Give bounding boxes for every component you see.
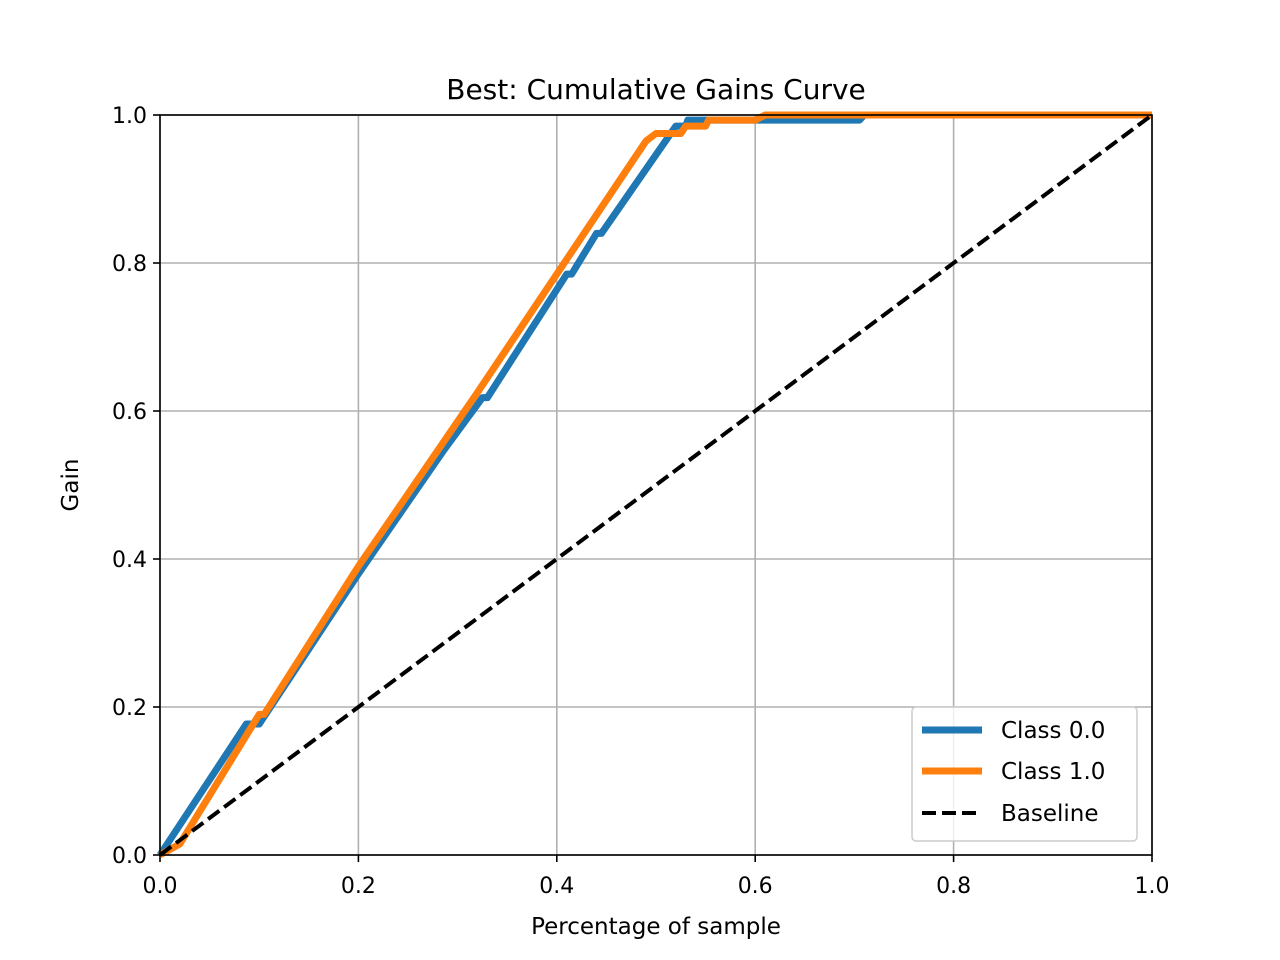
legend-label-baseline: Baseline — [1001, 801, 1099, 827]
x-tick-label: 0.6 — [738, 874, 773, 899]
legend-label-class-0: Class 0.0 — [1001, 718, 1105, 744]
y-tick-label: 0.4 — [112, 548, 147, 573]
y-axis-label: Gain — [58, 459, 84, 512]
legend-label-class-1: Class 1.0 — [1001, 759, 1105, 785]
x-tick-label: 0.0 — [143, 874, 178, 899]
x-tick-label: 0.4 — [539, 874, 574, 899]
legend: Class 0.0 Class 1.0 Baseline — [911, 706, 1138, 842]
x-tick-label: 1.0 — [1135, 874, 1170, 899]
y-tick-label: 1.0 — [112, 104, 147, 129]
y-tick-label: 0.6 — [112, 400, 147, 425]
series-lines — [157, 111, 1154, 859]
x-tick-label: 0.2 — [341, 874, 376, 899]
axis-ticks: 0.0 0.2 0.4 0.6 0.8 1.0 0.0 0.2 0.4 0.6 0.8 1.0 — [112, 104, 1170, 899]
series-line-baseline — [158, 113, 1154, 857]
y-tick-label: 0.2 — [112, 696, 147, 721]
x-axis-label: Percentage of sample — [531, 914, 781, 940]
x-tick-label: 0.8 — [936, 874, 971, 899]
series-line-class-1 — [158, 111, 1152, 859]
legend-box — [911, 706, 1138, 842]
plot-frame — [159, 114, 1153, 856]
chart-title: Best: Cumulative Gains Curve — [446, 73, 866, 106]
y-tick-label: 0.8 — [112, 252, 147, 277]
y-tick-label: 0.0 — [112, 844, 147, 869]
